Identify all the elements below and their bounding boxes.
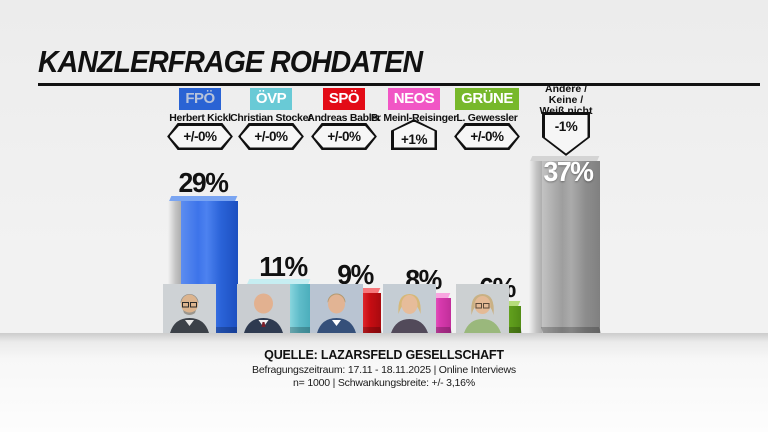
column-header-spoe: SPÖ Andreas Babler (289, 88, 399, 124)
leader-photo-meinl-reisinger (383, 284, 436, 333)
leader-name-oevp: Christian Stocker (230, 112, 312, 124)
leader-name-gruene: L. Gewessler (456, 112, 518, 124)
change-badge-oevp: +/-0% (238, 123, 304, 150)
leader-photo-gewessler (456, 284, 509, 333)
change-value-gruene: +/-0% (470, 129, 504, 144)
change-value-oevp: +/-0% (254, 129, 288, 144)
change-value-andere: -1% (554, 118, 578, 134)
change-value-spoe: +/-0% (327, 129, 361, 144)
party-box-gruene: GRÜNE (455, 88, 519, 110)
leader-name-spoe: Andreas Babler (307, 112, 381, 124)
badge-fill (240, 125, 302, 148)
value-label-spoe: 9% (337, 259, 374, 290)
floor-background (0, 333, 768, 432)
change-value-fpoe: +/-0% (183, 129, 217, 144)
column-header-gruene: GRÜNE L. Gewessler (432, 88, 542, 124)
source-sample-info: n= 1000 | Schwankungsbreite: +/- 3,16% (293, 376, 475, 389)
column-header-oevp: ÖVP Christian Stocker (216, 88, 326, 124)
leader-photo-babler (310, 284, 363, 333)
source-block: QUELLE: LAZARSFELD GESELLSCHAFT Befragun… (0, 348, 768, 390)
change-badge-gruene: +/-0% (454, 123, 520, 150)
badge-fill (169, 125, 231, 148)
party-box-oevp: ÖVP (249, 88, 293, 110)
party-box-neos: NEOS (387, 88, 441, 110)
column-header-neos: NEOS B. Meinl-Reisinger (359, 88, 469, 124)
andere-label-line1: Andere / (544, 83, 587, 95)
badge-fill (313, 125, 375, 148)
title-underline (38, 83, 760, 86)
andere-label-line3: Weiß nicht (539, 105, 593, 118)
change-value-neos: +1% (401, 131, 427, 147)
leader-photo-kickl (163, 284, 216, 333)
value-label-oevp: 11% (259, 251, 308, 282)
badge-fill (456, 125, 518, 148)
leader-name-fpoe: Herbert Kickl (169, 112, 231, 124)
value-label-andere: 37% (543, 156, 594, 187)
source-publisher: QUELLE: LAZARSFELD GESELLSCHAFT (264, 348, 504, 362)
value-label-fpoe: 29% (178, 167, 229, 198)
column-header-andere: Andere / Keine / Weiß nicht (511, 83, 621, 118)
column-header-fpoe: FPÖ Herbert Kickl (145, 88, 255, 124)
andere-label-line2: Keine / (548, 94, 584, 107)
leader-name-neos: B. Meinl-Reisinger (370, 112, 458, 124)
party-box-fpoe: FPÖ (179, 88, 221, 110)
bar-andere (529, 156, 600, 333)
party-box-spoe: SPÖ (322, 88, 366, 110)
source-survey-period: Befragungszeitraum: 17.11 - 18.11.2025 |… (252, 363, 516, 376)
page-title: KANZLERFRAGE ROHDATEN (38, 44, 423, 79)
change-badge-andere-down-arrow: -1% (542, 112, 590, 156)
leader-photo-stocker (237, 284, 290, 333)
change-badge-spoe: +/-0% (311, 123, 377, 150)
change-badge-fpoe: +/-0% (167, 123, 233, 150)
